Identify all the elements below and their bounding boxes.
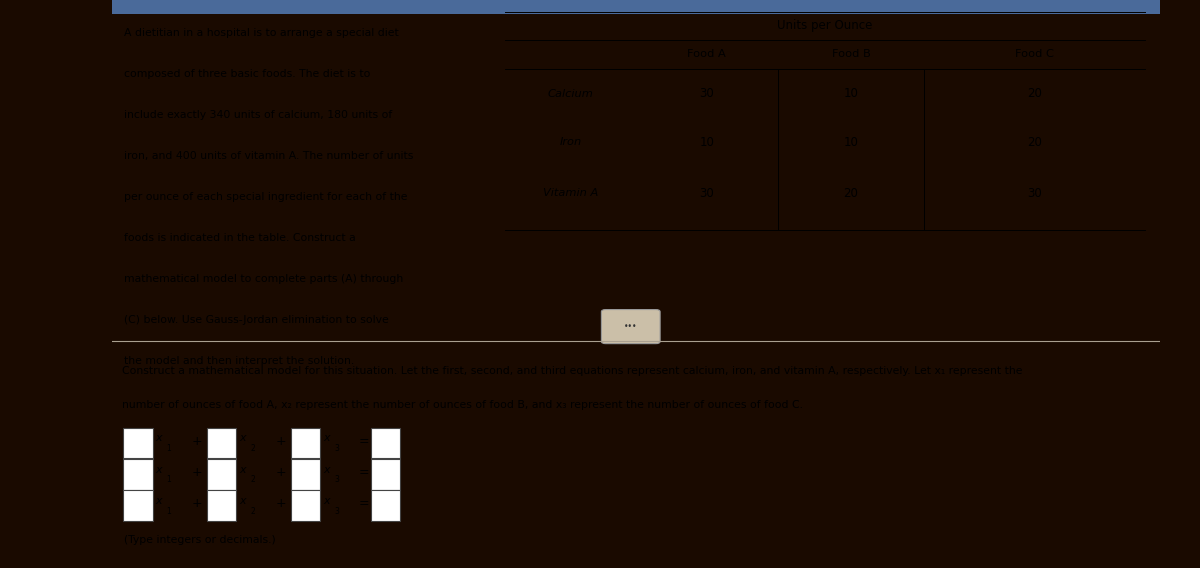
Text: (Type integers or decimals.): (Type integers or decimals.) — [124, 535, 276, 545]
FancyBboxPatch shape — [208, 459, 236, 490]
Text: 3: 3 — [334, 475, 338, 485]
Text: 30: 30 — [700, 87, 714, 100]
Text: 2: 2 — [250, 444, 254, 453]
Text: number of ounces of food A, x₂ represent the number of ounces of food B, and x₃ : number of ounces of food A, x₂ represent… — [122, 400, 803, 411]
FancyBboxPatch shape — [371, 490, 400, 521]
Text: 1: 1 — [166, 444, 170, 453]
Text: 10: 10 — [700, 136, 714, 148]
Text: 10: 10 — [844, 87, 858, 100]
FancyBboxPatch shape — [601, 310, 660, 344]
Text: Food C: Food C — [1015, 49, 1054, 59]
Text: x: x — [324, 433, 330, 444]
FancyBboxPatch shape — [124, 428, 152, 458]
Text: +: + — [191, 435, 202, 448]
FancyBboxPatch shape — [124, 459, 152, 490]
Text: x: x — [156, 433, 162, 444]
Text: Calcium: Calcium — [547, 89, 593, 99]
Text: Units per Ounce: Units per Ounce — [778, 19, 872, 32]
Text: 2: 2 — [250, 475, 254, 485]
FancyBboxPatch shape — [208, 490, 236, 521]
Text: foods is indicated in the table. Construct a: foods is indicated in the table. Constru… — [124, 233, 356, 243]
Text: 30: 30 — [1027, 187, 1042, 199]
Text: (C) below. Use Gauss-Jordan elimination to solve: (C) below. Use Gauss-Jordan elimination … — [124, 315, 389, 325]
Text: 20: 20 — [844, 187, 858, 199]
Text: Construct a mathematical model for this situation. Let the first, second, and th: Construct a mathematical model for this … — [122, 366, 1022, 377]
Text: x: x — [324, 465, 330, 475]
FancyBboxPatch shape — [290, 459, 320, 490]
Text: include exactly 340 units of calcium, 180 units of: include exactly 340 units of calcium, 18… — [124, 110, 392, 120]
Text: 2: 2 — [250, 507, 254, 516]
Text: Food A: Food A — [688, 49, 726, 59]
Text: Vitamin A: Vitamin A — [542, 188, 598, 198]
Text: =: = — [359, 435, 370, 448]
Text: per ounce of each special ingredient for each of the: per ounce of each special ingredient for… — [124, 192, 408, 202]
Text: mathematical model to complete parts (A) through: mathematical model to complete parts (A)… — [124, 274, 403, 284]
Text: x: x — [156, 496, 162, 506]
Text: +: + — [191, 466, 202, 479]
Text: +: + — [275, 466, 286, 479]
Text: 20: 20 — [1027, 87, 1042, 100]
Text: x: x — [324, 496, 330, 506]
FancyBboxPatch shape — [208, 428, 236, 458]
Text: 1: 1 — [166, 507, 170, 516]
Text: 30: 30 — [700, 187, 714, 199]
Text: A dietitian in a hospital is to arrange a special diet: A dietitian in a hospital is to arrange … — [124, 28, 398, 39]
Text: 1: 1 — [166, 475, 170, 485]
Text: •••: ••• — [624, 322, 637, 331]
FancyBboxPatch shape — [290, 490, 320, 521]
Text: +: + — [275, 435, 286, 448]
Text: x: x — [240, 496, 246, 506]
Text: 3: 3 — [334, 444, 338, 453]
Text: +: + — [275, 498, 286, 510]
Text: +: + — [191, 498, 202, 510]
Text: Food B: Food B — [832, 49, 870, 59]
Text: x: x — [240, 465, 246, 475]
Text: 3: 3 — [334, 507, 338, 516]
Text: Iron: Iron — [559, 137, 582, 147]
FancyBboxPatch shape — [290, 428, 320, 458]
Text: x: x — [156, 465, 162, 475]
Text: 20: 20 — [1027, 136, 1042, 148]
FancyBboxPatch shape — [124, 490, 152, 521]
Text: x: x — [240, 433, 246, 444]
FancyBboxPatch shape — [371, 428, 400, 458]
Text: =: = — [359, 466, 370, 479]
FancyBboxPatch shape — [371, 459, 400, 490]
Text: =: = — [359, 498, 370, 510]
Bar — [112, 0, 1160, 14]
Text: composed of three basic foods. The diet is to: composed of three basic foods. The diet … — [124, 69, 371, 80]
Text: the model and then interpret the solution.: the model and then interpret the solutio… — [124, 356, 354, 366]
Text: 10: 10 — [844, 136, 858, 148]
Text: iron, and 400 units of vitamin A. The number of units: iron, and 400 units of vitamin A. The nu… — [124, 151, 414, 161]
